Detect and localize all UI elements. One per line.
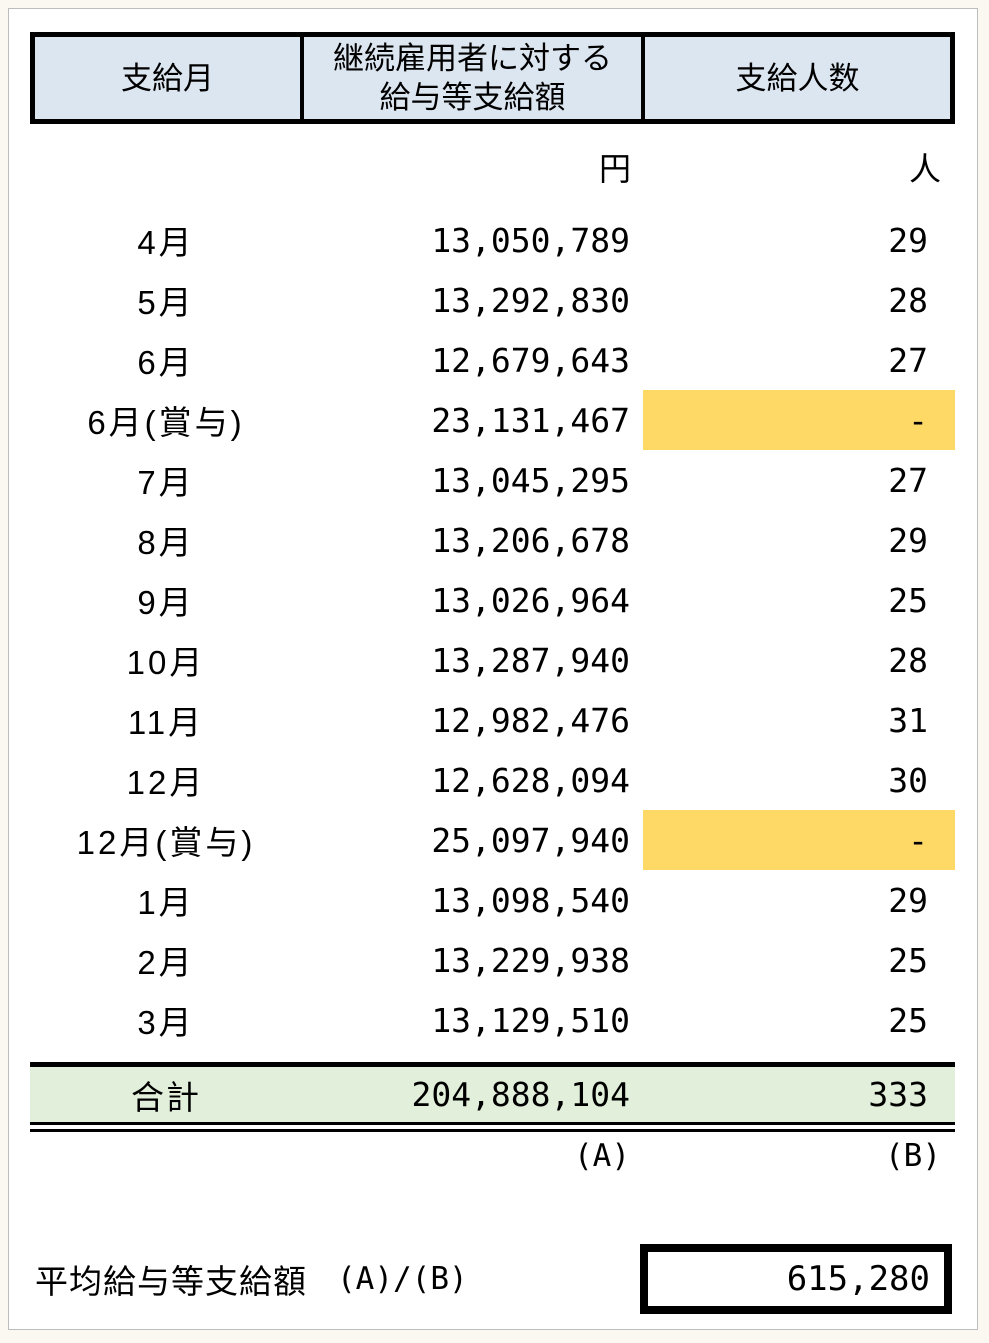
count-cell: 25 (888, 580, 928, 620)
count-cell: - (643, 390, 955, 450)
amount-cell: 25,097,940 (431, 820, 630, 860)
table-row: 2月 13,229,938 25 (30, 930, 955, 990)
count-cell: 28 (888, 280, 928, 320)
count-cell: 29 (888, 880, 928, 920)
header-month-label: 支給月 (121, 60, 214, 96)
table-row: 12月 12,628,094 30 (30, 750, 955, 810)
count-cell: 30 (888, 760, 928, 800)
amount-cell: 12,628,094 (431, 760, 630, 800)
column-refs-row: (A) (B) (30, 1132, 955, 1180)
month-cell: 5月 (137, 284, 195, 321)
amount-cell: 13,129,510 (431, 1000, 630, 1040)
count-cell: 29 (888, 220, 928, 260)
double-underline-divider (30, 1129, 955, 1132)
amount-cell: 13,206,678 (431, 520, 630, 560)
report-card: 支給月 継続雇用者に対する 給与等支給額 支給人数 円 人 4月 13,050,… (8, 8, 978, 1330)
table-row: 12月(賞与) 25,097,940 - (30, 810, 955, 870)
total-count: 333 (868, 1075, 928, 1114)
month-cell: 6月 (137, 344, 195, 381)
table-row: 8月 13,206,678 29 (30, 510, 955, 570)
month-cell: 8月 (137, 524, 195, 561)
month-cell: 6月(賞与) (87, 404, 245, 441)
average-formula: (A)/(B) (337, 1261, 468, 1297)
header-amount-label-line1: 継続雇用者に対する (333, 41, 612, 76)
count-cell: 28 (888, 640, 928, 680)
ref-b-label: (B) (885, 1138, 941, 1174)
month-cell: 2月 (137, 944, 195, 981)
total-amount: 204,888,104 (411, 1075, 630, 1114)
average-row: 平均給与等支給額 (A)/(B) 615,280 (30, 1244, 955, 1314)
table-row: 7月 13,045,295 27 (30, 450, 955, 510)
count-cell: 31 (888, 700, 928, 740)
total-label: 合計 (131, 1078, 201, 1116)
table-row: 5月 13,292,830 28 (30, 270, 955, 330)
table-row: 6月 12,679,643 27 (30, 330, 955, 390)
table-row: 4月 13,050,789 29 (30, 210, 955, 270)
unit-yen-label: 円 (598, 151, 631, 187)
table-row: 10月 13,287,940 28 (30, 630, 955, 690)
header-cell-month: 支給月 (35, 37, 300, 119)
count-cell: 27 (888, 460, 928, 500)
units-row: 円 人 (30, 124, 955, 210)
amount-cell: 13,287,940 (431, 640, 630, 680)
table-row: 9月 13,026,964 25 (30, 570, 955, 630)
average-value-box: 615,280 (640, 1244, 952, 1314)
header-cell-count: 支給人数 (645, 37, 950, 119)
month-cell: 7月 (137, 464, 195, 501)
amount-cell: 13,050,789 (431, 220, 630, 260)
amount-cell: 13,026,964 (431, 580, 630, 620)
salary-table: 支給月 継続雇用者に対する 給与等支給額 支給人数 円 人 4月 13,050,… (30, 32, 955, 1314)
ref-a-label: (A) (574, 1138, 630, 1174)
month-cell: 9月 (137, 584, 195, 621)
table-row: 3月 13,129,510 25 (30, 990, 955, 1050)
table-row: 1月 13,098,540 29 (30, 870, 955, 930)
count-cell: 27 (888, 340, 928, 380)
amount-cell: 23,131,467 (431, 400, 630, 440)
amount-cell: 12,679,643 (431, 340, 630, 380)
month-cell: 12月 (126, 764, 206, 801)
amount-cell: 13,045,295 (431, 460, 630, 500)
average-label: 平均給与等支給額 (35, 1263, 307, 1300)
month-cell: 3月 (137, 1004, 195, 1041)
count-cell: 25 (888, 1000, 928, 1040)
average-value: 615,280 (786, 1259, 930, 1299)
count-cell: - (643, 810, 955, 870)
amount-cell: 12,982,476 (431, 700, 630, 740)
header-cell-amount: 継続雇用者に対する 給与等支給額 (304, 37, 641, 119)
month-cell: 10月 (126, 644, 206, 681)
table-row: 6月(賞与) 23,131,467 - (30, 390, 955, 450)
unit-person-label: 人 (908, 151, 941, 187)
month-cell: 1月 (137, 884, 195, 921)
total-row: 合計 204,888,104 333 (30, 1062, 955, 1125)
table-row: 11月 12,982,476 31 (30, 690, 955, 750)
month-cell: 11月 (127, 704, 205, 741)
amount-cell: 13,292,830 (431, 280, 630, 320)
count-cell: 29 (888, 520, 928, 560)
table-rows: 4月 13,050,789 29 5月 13,292,830 28 6月 12,… (30, 210, 955, 1050)
header-amount-label-line2: 給与等支給額 (379, 80, 566, 115)
month-cell: 12月(賞与) (76, 824, 256, 861)
header-count-label: 支給人数 (735, 60, 860, 96)
count-cell: 25 (888, 940, 928, 980)
month-cell: 4月 (137, 224, 195, 261)
table-header: 支給月 継続雇用者に対する 給与等支給額 支給人数 (30, 32, 955, 124)
amount-cell: 13,098,540 (431, 880, 630, 920)
amount-cell: 13,229,938 (431, 940, 630, 980)
